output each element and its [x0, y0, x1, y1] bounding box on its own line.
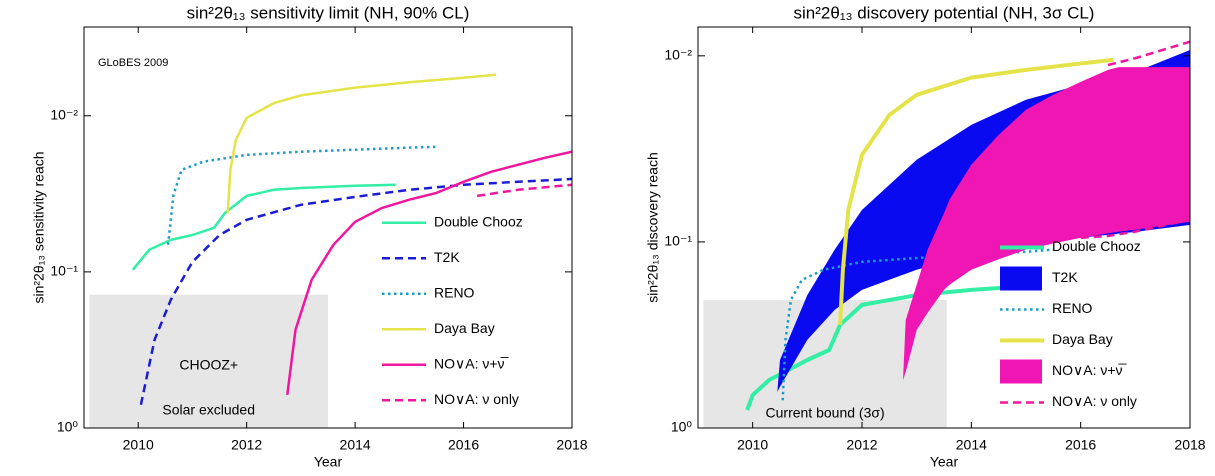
- legend-label: T2K: [434, 249, 460, 265]
- line: [226, 73, 497, 214]
- x-tick-label: 2014: [340, 437, 371, 453]
- y-tick-label: 10⁻¹: [664, 233, 692, 249]
- line: [1080, 218, 1190, 240]
- legend-label: Daya Bay: [434, 320, 495, 336]
- line: [286, 150, 572, 396]
- x-tick-label: 2018: [556, 437, 587, 453]
- line: [1107, 40, 1190, 67]
- region-label: Current bound (3σ): [766, 405, 885, 421]
- legend-label: NO∨A: ν+ν̅: [434, 355, 510, 371]
- chart-title: sin²2θ₁₃ sensitivity limit (NH, 90% CL): [187, 3, 470, 22]
- x-tick-label: 2012: [231, 437, 262, 453]
- annotation: GLoBES 2009: [98, 57, 168, 69]
- plot-area: [703, 40, 1190, 428]
- legend-swatch: [1000, 266, 1042, 291]
- x-tick-label: 2010: [123, 437, 154, 453]
- legend-swatch: [1000, 359, 1042, 384]
- plot-area: [89, 73, 572, 428]
- band: [903, 67, 1190, 380]
- region-label: CHOOZ+: [179, 357, 238, 373]
- y-tick-label: 10⁻²: [664, 47, 692, 63]
- legend-label: NO∨A: ν only: [1052, 393, 1137, 409]
- chart-title: sin²2θ₁₃ discovery potential (NH, 3σ CL): [794, 3, 1095, 22]
- line: [139, 177, 572, 406]
- plot-frame: [83, 26, 573, 429]
- x-tick-label: 2016: [1065, 437, 1096, 453]
- line: [166, 145, 437, 245]
- y-tick-label: 10⁻²: [50, 106, 78, 122]
- y-axis-label: sin²2θ₁₃ sensitivity reach: [31, 151, 47, 303]
- x-tick-label: 2016: [448, 437, 479, 453]
- y-tick-label: 10⁰: [57, 419, 79, 435]
- x-tick-label: 2014: [956, 437, 987, 453]
- y-tick-label: 10⁰: [671, 419, 693, 435]
- line: [476, 183, 572, 198]
- x-axis-label: Year: [930, 454, 959, 470]
- x-tick-label: 2018: [1174, 437, 1205, 453]
- legend-label: T2K: [1052, 269, 1078, 285]
- line: [838, 57, 1114, 325]
- x-tick-label: 2010: [737, 437, 768, 453]
- line: [131, 183, 396, 271]
- legend-label: Daya Bay: [1052, 331, 1113, 347]
- legend-label: RENO: [434, 284, 475, 300]
- plot-frame: [697, 26, 1191, 429]
- legend-label: Double Chooz: [434, 213, 523, 229]
- x-tick-label: 2012: [846, 437, 877, 453]
- legend-label: NO∨A: ν+ν̅: [1052, 362, 1128, 378]
- line: [745, 285, 1013, 411]
- y-tick-label: 10⁻¹: [50, 263, 78, 279]
- x-axis-label: Year: [314, 454, 343, 470]
- y-axis-label: sin²2θ₁₃ discovery reach: [645, 152, 661, 303]
- region-label: Solar excluded: [162, 402, 255, 418]
- legend-label: RENO: [1052, 300, 1093, 316]
- legend-label: NO∨A: ν only: [434, 391, 519, 407]
- excluded-region: [89, 294, 328, 428]
- legend-label: Double Chooz: [1052, 238, 1141, 254]
